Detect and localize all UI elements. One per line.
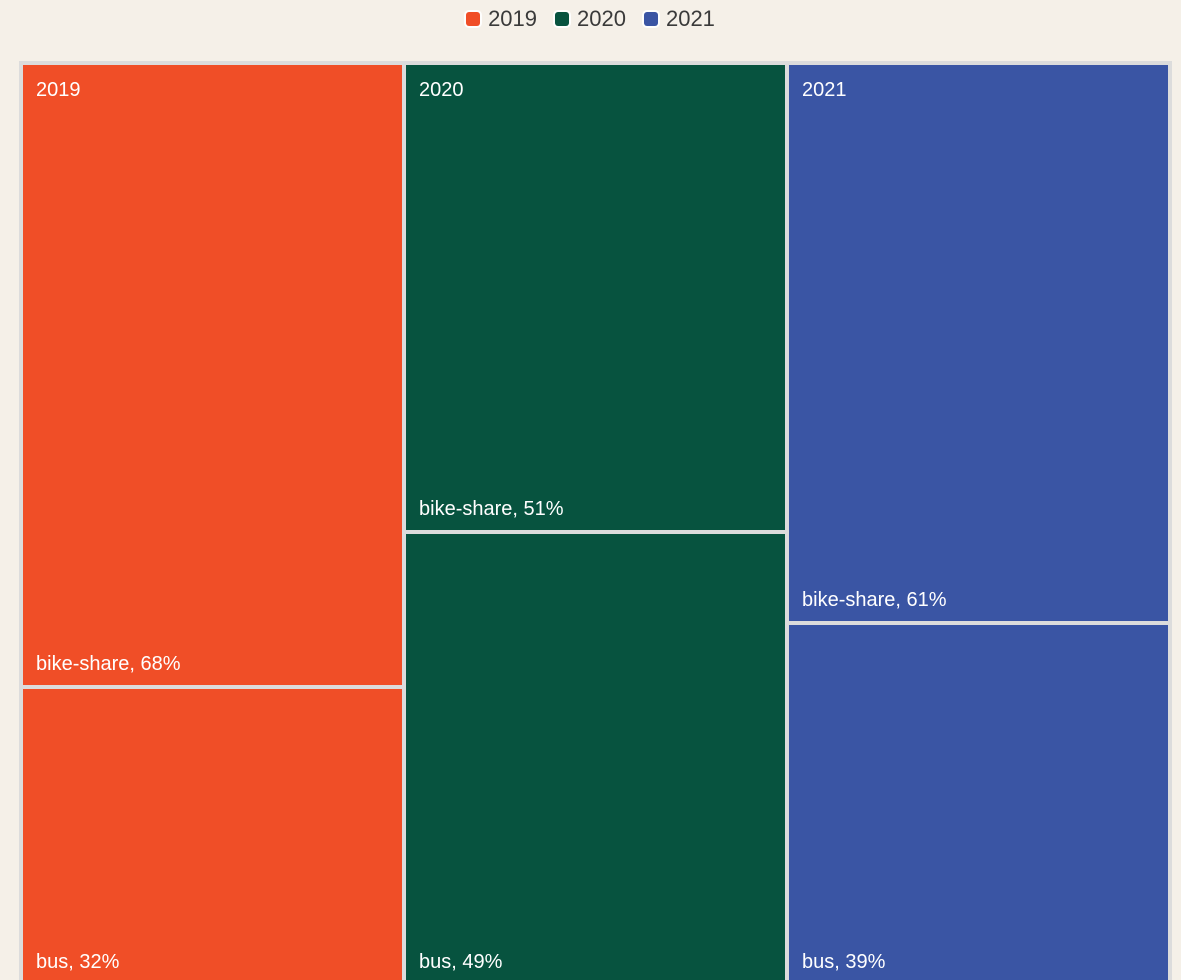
legend-label-2021: 2021 — [666, 6, 715, 32]
cell-label-2021-bus: bus, 39% — [802, 951, 885, 974]
chart-legend: 2019 2020 2021 — [0, 6, 1181, 32]
cell-label-2020-bus: bus, 49% — [419, 951, 502, 974]
legend-item-2021[interactable]: 2021 — [644, 6, 715, 32]
treemap-cell-2019-bike-share[interactable]: 2019 bike-share, 68% — [23, 65, 402, 685]
legend-swatch-2019 — [466, 12, 480, 26]
legend-label-2020: 2020 — [577, 6, 626, 32]
group-label-2020: 2020 — [419, 79, 464, 102]
legend-item-2020[interactable]: 2020 — [555, 6, 626, 32]
treemap-chart: 2019 bike-share, 68% bus, 32% 2020 bike-shar… — [19, 61, 1172, 980]
treemap-cell-2021-bike-share[interactable]: 2021 bike-share, 61% — [789, 65, 1168, 621]
treemap-cell-2020-bus[interactable]: bus, 49% — [406, 534, 785, 980]
cell-label-2020-bike-share: bike-share, 51% — [419, 498, 564, 521]
cell-label-2019-bike-share: bike-share, 68% — [36, 653, 181, 676]
legend-item-2019[interactable]: 2019 — [466, 6, 537, 32]
treemap-cell-2021-bus[interactable]: bus, 39% — [789, 625, 1168, 980]
treemap-cell-2019-bus[interactable]: bus, 32% — [23, 689, 402, 980]
group-label-2021: 2021 — [802, 79, 847, 102]
cell-label-2021-bike-share: bike-share, 61% — [802, 589, 947, 612]
legend-swatch-2021 — [644, 12, 658, 26]
treemap-cell-2020-bike-share[interactable]: 2020 bike-share, 51% — [406, 65, 785, 530]
legend-swatch-2020 — [555, 12, 569, 26]
group-label-2019: 2019 — [36, 79, 81, 102]
cell-label-2019-bus: bus, 32% — [36, 951, 119, 974]
legend-label-2019: 2019 — [488, 6, 537, 32]
